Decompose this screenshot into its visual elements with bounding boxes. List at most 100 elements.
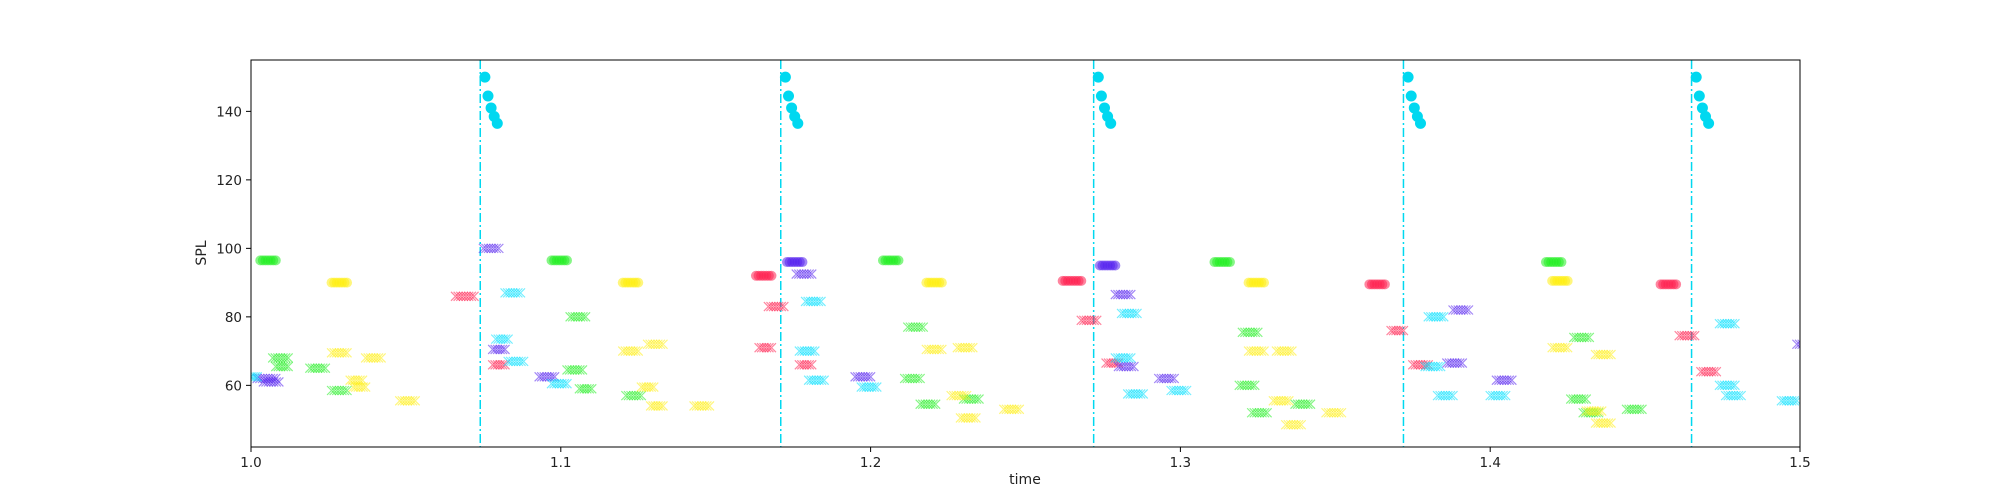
note-marker: [1296, 419, 1307, 430]
note-marker: [766, 270, 777, 281]
note-marker: [701, 400, 712, 411]
note-marker: [1129, 308, 1140, 319]
note-segment-crosses: [1621, 404, 1647, 415]
onset-marker: [1703, 117, 1715, 129]
note-marker: [273, 377, 284, 387]
note-marker: [1132, 308, 1142, 319]
note-marker: [574, 365, 585, 375]
note-segment-crosses: [1714, 380, 1740, 391]
note-segment-crosses: [915, 399, 941, 410]
note-marker: [1603, 418, 1614, 428]
note-marker: [1556, 257, 1567, 268]
note-segment-crosses: [1423, 311, 1449, 322]
x-axis: 1.0 1.1 1.2 1.3 1.4 1.5: [240, 447, 1811, 471]
note-segment-crosses: [958, 394, 984, 404]
note-marker: [816, 375, 827, 386]
note-segment-crosses: [1153, 373, 1180, 384]
note-segment-crosses: [1116, 308, 1142, 319]
note-marker: [1101, 358, 1111, 369]
note-marker: [497, 359, 508, 370]
note-segment-crosses: [450, 291, 479, 302]
note-marker: [1711, 366, 1722, 377]
note-marker: [275, 361, 286, 372]
note-marker: [638, 382, 649, 392]
note-marker: [1708, 366, 1719, 377]
note-marker: [283, 361, 294, 372]
note-segment-crosses: [1695, 366, 1722, 377]
note-marker: [648, 400, 659, 411]
note-marker: [806, 269, 817, 279]
note-marker: [1135, 388, 1146, 399]
note-marker: [1730, 380, 1740, 391]
note-marker: [1736, 390, 1747, 401]
note-marker: [630, 346, 641, 357]
onset-marker: [792, 117, 804, 129]
note-marker: [271, 377, 282, 387]
note-marker: [967, 342, 978, 353]
note-marker: [801, 359, 812, 370]
note-marker: [578, 311, 588, 322]
note-marker: [809, 346, 820, 357]
note-segment-crosses: [1122, 388, 1149, 399]
note-segment-circles: [1364, 279, 1390, 290]
y-tick-label: 80: [225, 310, 242, 326]
note-marker: [280, 353, 291, 363]
note-segment-crosses: [1568, 332, 1595, 343]
note-marker: [655, 400, 666, 411]
note-marker: [1126, 361, 1137, 372]
note-marker: [653, 400, 664, 411]
note-marker: [491, 243, 502, 254]
note-segment-crosses: [642, 339, 668, 350]
note-marker: [1076, 275, 1087, 286]
note-marker: [759, 342, 769, 353]
note-segment-crosses: [800, 296, 826, 307]
note-marker: [1125, 353, 1136, 363]
note-marker: [487, 344, 498, 355]
note-marker: [641, 382, 652, 392]
note-marker: [645, 400, 656, 411]
note-marker: [1454, 358, 1465, 369]
note-marker: [1249, 380, 1260, 391]
note-segment-crosses: [1321, 407, 1347, 418]
note-marker: [342, 385, 352, 396]
onset-marker: [786, 102, 798, 114]
note-segment-crosses: [1386, 325, 1409, 336]
note-segment-crosses: [850, 371, 876, 382]
note-segment-crosses: [763, 301, 789, 312]
note-marker: [1637, 404, 1647, 415]
note-marker: [655, 339, 666, 350]
note-segment-crosses: [1234, 380, 1260, 391]
note-marker: [1689, 330, 1700, 341]
note-marker: [1379, 279, 1390, 290]
note-segment-crosses: [1547, 342, 1573, 353]
note-marker: [410, 395, 421, 406]
note-segment-crosses: [1565, 394, 1592, 404]
note-marker: [342, 277, 353, 288]
note-marker: [863, 371, 873, 382]
note-segment-crosses: [952, 342, 978, 353]
note-marker: [500, 334, 511, 345]
note-marker: [355, 382, 366, 392]
note-marker: [577, 365, 588, 375]
note-marker: [797, 257, 808, 268]
note-marker: [633, 390, 644, 401]
note-segment-crosses: [546, 378, 572, 389]
note-marker: [487, 359, 498, 370]
note-segment-circles: [877, 255, 904, 266]
note-marker: [796, 359, 807, 370]
note-segment-circles: [546, 255, 572, 266]
note-marker: [813, 296, 824, 307]
note-marker: [1125, 289, 1136, 300]
note-segment-crosses: [267, 353, 294, 363]
note-segment-circles: [1655, 279, 1682, 290]
onset-marker: [1414, 117, 1426, 129]
note-segment-circles: [781, 257, 808, 268]
note-marker: [513, 287, 523, 298]
note-marker: [498, 334, 509, 345]
note-marker: [1606, 349, 1616, 360]
note-marker: [492, 359, 503, 370]
note-marker: [806, 359, 817, 370]
note-marker: [1250, 327, 1261, 338]
note-marker: [353, 382, 364, 392]
note-marker: [407, 395, 418, 406]
